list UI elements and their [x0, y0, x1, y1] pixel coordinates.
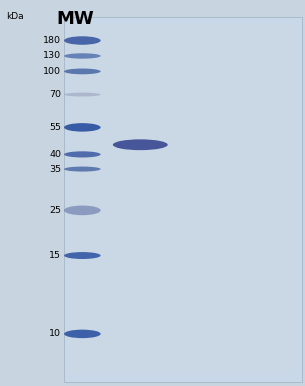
Text: 15: 15: [49, 251, 61, 260]
Text: 70: 70: [49, 90, 61, 99]
Ellipse shape: [64, 36, 101, 45]
Bar: [70, 25, 296, 374]
Text: 55: 55: [49, 123, 61, 132]
Text: 10: 10: [49, 329, 61, 339]
Ellipse shape: [64, 151, 101, 157]
Ellipse shape: [64, 53, 101, 59]
Bar: [64, 17, 302, 382]
Ellipse shape: [64, 166, 101, 171]
Ellipse shape: [64, 205, 101, 215]
Ellipse shape: [64, 252, 101, 259]
Text: 130: 130: [43, 51, 61, 61]
Text: 35: 35: [49, 164, 61, 174]
Ellipse shape: [64, 123, 101, 132]
Text: 180: 180: [43, 36, 61, 45]
Text: MW: MW: [56, 10, 94, 28]
Ellipse shape: [64, 69, 101, 74]
Ellipse shape: [64, 93, 101, 96]
Text: 25: 25: [49, 206, 61, 215]
Text: 100: 100: [43, 67, 61, 76]
Ellipse shape: [113, 139, 168, 150]
Ellipse shape: [64, 330, 101, 338]
Text: 40: 40: [49, 150, 61, 159]
Text: kDa: kDa: [6, 12, 24, 20]
